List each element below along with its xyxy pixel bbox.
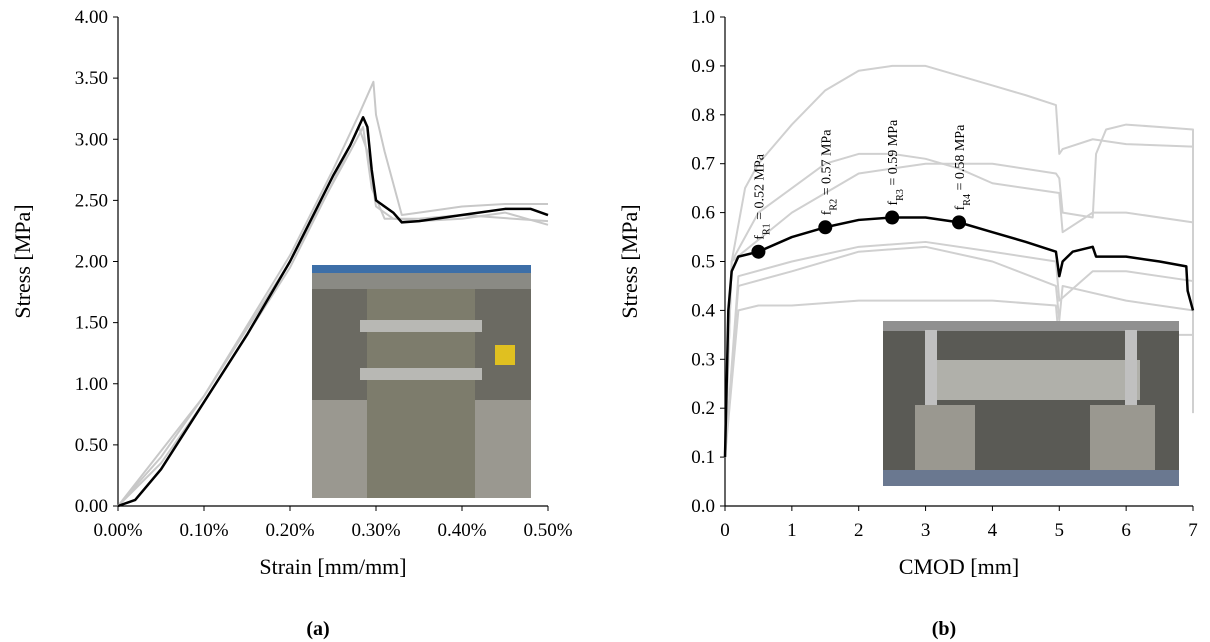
label-symbol: f [819,210,834,215]
label-subscript: R2 [828,199,839,211]
data-line [117,116,549,508]
x-tick-label: 6 [1121,520,1131,541]
y-tick-label: 0.00 [75,496,108,517]
marker-label: fR3 = 0.59 MPa [886,119,906,205]
label-text: = 0.57 MPa [819,129,834,199]
caption: (b) [932,618,956,640]
x-tick-label: 3 [921,520,931,541]
y-tick-label: 0.2 [691,398,715,419]
y-axis-title: Stress [MPa] [617,204,642,318]
marker-label: fR2 = 0.57 MPa [819,129,839,215]
inset-photo-b [883,321,1179,486]
panel: 0.0 0.1 0.2 0.3 0.4 0.5 0.6 0.7 0.8 0.9 1.0 0 1 2 3 4 5 6… [617,7,1198,640]
marker [751,244,766,259]
x-tick-label: 0.50% [523,520,572,541]
data-line [724,240,1194,458]
y-tick-label: 1.00 [75,374,108,395]
x-tick-label: 0.00% [93,520,142,541]
inset-photo-a [312,265,531,498]
y-tick-label: 0.6 [691,203,715,224]
y-tick-label: 0.0 [691,496,715,517]
caption: (a) [306,618,329,640]
panel: 0.00 0.50 1.00 1.50 2.00 2.50 3.00 3.50 4.00 0.00… [10,7,573,640]
y-tick-label: 0.1 [691,447,715,468]
x-tick-label: 0.40% [437,520,486,541]
x-tick-label: 5 [1055,520,1065,541]
y-tick-label: 0.7 [691,154,715,175]
x-axis-title: CMOD [mm] [899,554,1019,579]
y-tick-label: 3.00 [75,129,108,150]
label-text: = 0.52 MPa [752,153,767,223]
marker [885,210,900,225]
label-symbol: f [752,235,767,240]
x-tick-label: 0 [720,520,730,541]
data-line [724,245,1194,458]
y-tick-label: 0.5 [691,252,715,273]
x-tick-label: 0.20% [265,520,314,541]
label-subscript: R3 [895,189,906,201]
y-tick-label: 0.9 [691,56,715,77]
y-tick-label: 0.8 [691,105,715,126]
marker [952,215,966,230]
y-tick-label: 3.50 [75,68,108,89]
y-axis-title: Stress [MPa] [10,204,35,318]
x-tick-label: 0.30% [351,520,400,541]
x-tick-label: 7 [1188,520,1198,541]
label-text: = 0.58 MPa [953,124,968,194]
y-tick-label: 4.00 [75,7,108,28]
x-tick-label: 4 [988,520,998,541]
label-symbol: f [886,200,901,205]
y-tick-label: 1.50 [75,313,108,334]
data-line [724,64,1194,458]
marker [818,220,833,235]
y-tick-label: 2.00 [75,252,108,273]
data-line [724,123,1194,458]
y-tick-label: 1.0 [691,7,715,28]
marker-label: fR4 = 0.58 MPa [953,124,973,210]
label-symbol: f [953,205,968,210]
x-axis-title: Strain [mm/mm] [259,554,406,579]
x-tick-label: 2 [854,520,864,541]
label-subscript: R1 [761,223,772,235]
x-tick-label: 1 [787,520,797,541]
x-tick-label: 0.10% [179,520,228,541]
y-tick-label: 0.3 [691,349,715,370]
y-tick-label: 0.50 [75,435,108,456]
label-subscript: R4 [962,194,973,206]
marker-label: fR1 = 0.52 MPa [752,153,772,239]
y-tick-label: 2.50 [75,190,108,211]
y-tick-label: 0.4 [691,300,715,321]
label-text: = 0.59 MPa [886,119,901,189]
